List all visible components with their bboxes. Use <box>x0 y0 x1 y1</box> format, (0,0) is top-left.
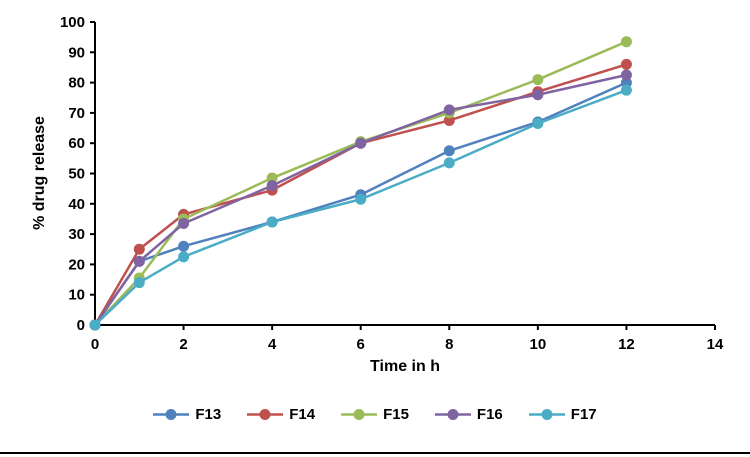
series-marker-f16 <box>620 69 632 81</box>
series-marker-f13 <box>443 145 455 157</box>
series-marker-f17 <box>89 319 101 331</box>
series-marker-f17 <box>178 251 190 263</box>
legend-item-f14: F14 <box>247 406 315 423</box>
series-marker-f14 <box>133 243 145 255</box>
x-tick-label: 8 <box>445 336 453 353</box>
x-tick-label: 10 <box>530 336 547 353</box>
legend-marker-icon <box>153 409 190 420</box>
series-marker-f17 <box>355 193 367 205</box>
x-axis-title: Time in h <box>370 358 440 375</box>
x-tick-label: 4 <box>268 336 277 353</box>
bottom-divider <box>0 452 750 454</box>
plot-area: 0 2 4 6 8 10 12 14 0 10 20 30 40 50 60 70 80 90 100 <box>60 14 724 353</box>
legend-marker-icon <box>528 409 565 420</box>
legend-marker-icon <box>341 409 378 420</box>
legend-item-f15: F15 <box>341 406 409 423</box>
legend-label: F14 <box>289 406 316 423</box>
y-axis-title: % drug release <box>31 116 48 230</box>
y-tick-label: 90 <box>68 44 85 61</box>
legend: F13 F14 F15 F16 F17 <box>0 406 750 423</box>
series-marker-f17 <box>443 157 455 169</box>
legend-item-f13: F13 <box>153 406 221 423</box>
legend-item-f16: F16 <box>434 406 503 423</box>
legend-item-f17: F17 <box>528 406 597 423</box>
x-tick-label: 12 <box>618 336 635 353</box>
series-marker-f16 <box>443 104 455 116</box>
series-marker-f13 <box>178 240 190 252</box>
y-tick-label: 60 <box>68 135 85 152</box>
legend-label: F15 <box>383 406 409 423</box>
legend-marker-icon <box>434 409 471 420</box>
x-tick-label: 14 <box>707 336 724 353</box>
y-tick-label: 70 <box>68 105 85 122</box>
x-tick-label: 6 <box>357 336 365 353</box>
x-tick-label: 0 <box>91 336 99 353</box>
series-marker-f15 <box>266 172 278 184</box>
series-marker-f15 <box>620 36 632 48</box>
y-tick-label: 50 <box>68 166 85 183</box>
series-marker-f15 <box>532 74 544 86</box>
series-marker-f16 <box>532 89 544 101</box>
y-tick-label: 80 <box>68 75 85 92</box>
series-line-f13 <box>93 81 628 327</box>
y-tick-label: 100 <box>60 14 85 31</box>
x-tick-label: 2 <box>179 336 187 353</box>
series-marker-f17 <box>133 277 145 289</box>
y-tick-label: 0 <box>77 317 85 334</box>
legend-label: F16 <box>476 406 503 423</box>
series-marker-f16 <box>266 180 278 192</box>
series-line-f15 <box>93 40 628 327</box>
y-tick-label: 30 <box>68 226 85 243</box>
series-line-f16 <box>93 73 628 327</box>
legend-marker-icon <box>247 409 284 420</box>
series-marker-f16 <box>355 137 367 149</box>
series-marker-f13 <box>620 77 632 89</box>
series-line-f17 <box>93 88 628 327</box>
series-marker-f17 <box>620 84 632 96</box>
series-marker-f14 <box>620 58 632 70</box>
series-marker-f16 <box>133 255 145 267</box>
series-marker-f17 <box>266 216 278 228</box>
series-marker-f16 <box>178 217 190 229</box>
series-marker-f17 <box>532 118 544 130</box>
y-tick-label: 20 <box>68 256 85 273</box>
legend-label: F13 <box>195 406 222 423</box>
legend-label: F17 <box>570 406 597 423</box>
y-tick-label: 40 <box>68 196 85 213</box>
series-marker-f14 <box>443 114 455 126</box>
y-tick-label: 10 <box>68 287 85 304</box>
